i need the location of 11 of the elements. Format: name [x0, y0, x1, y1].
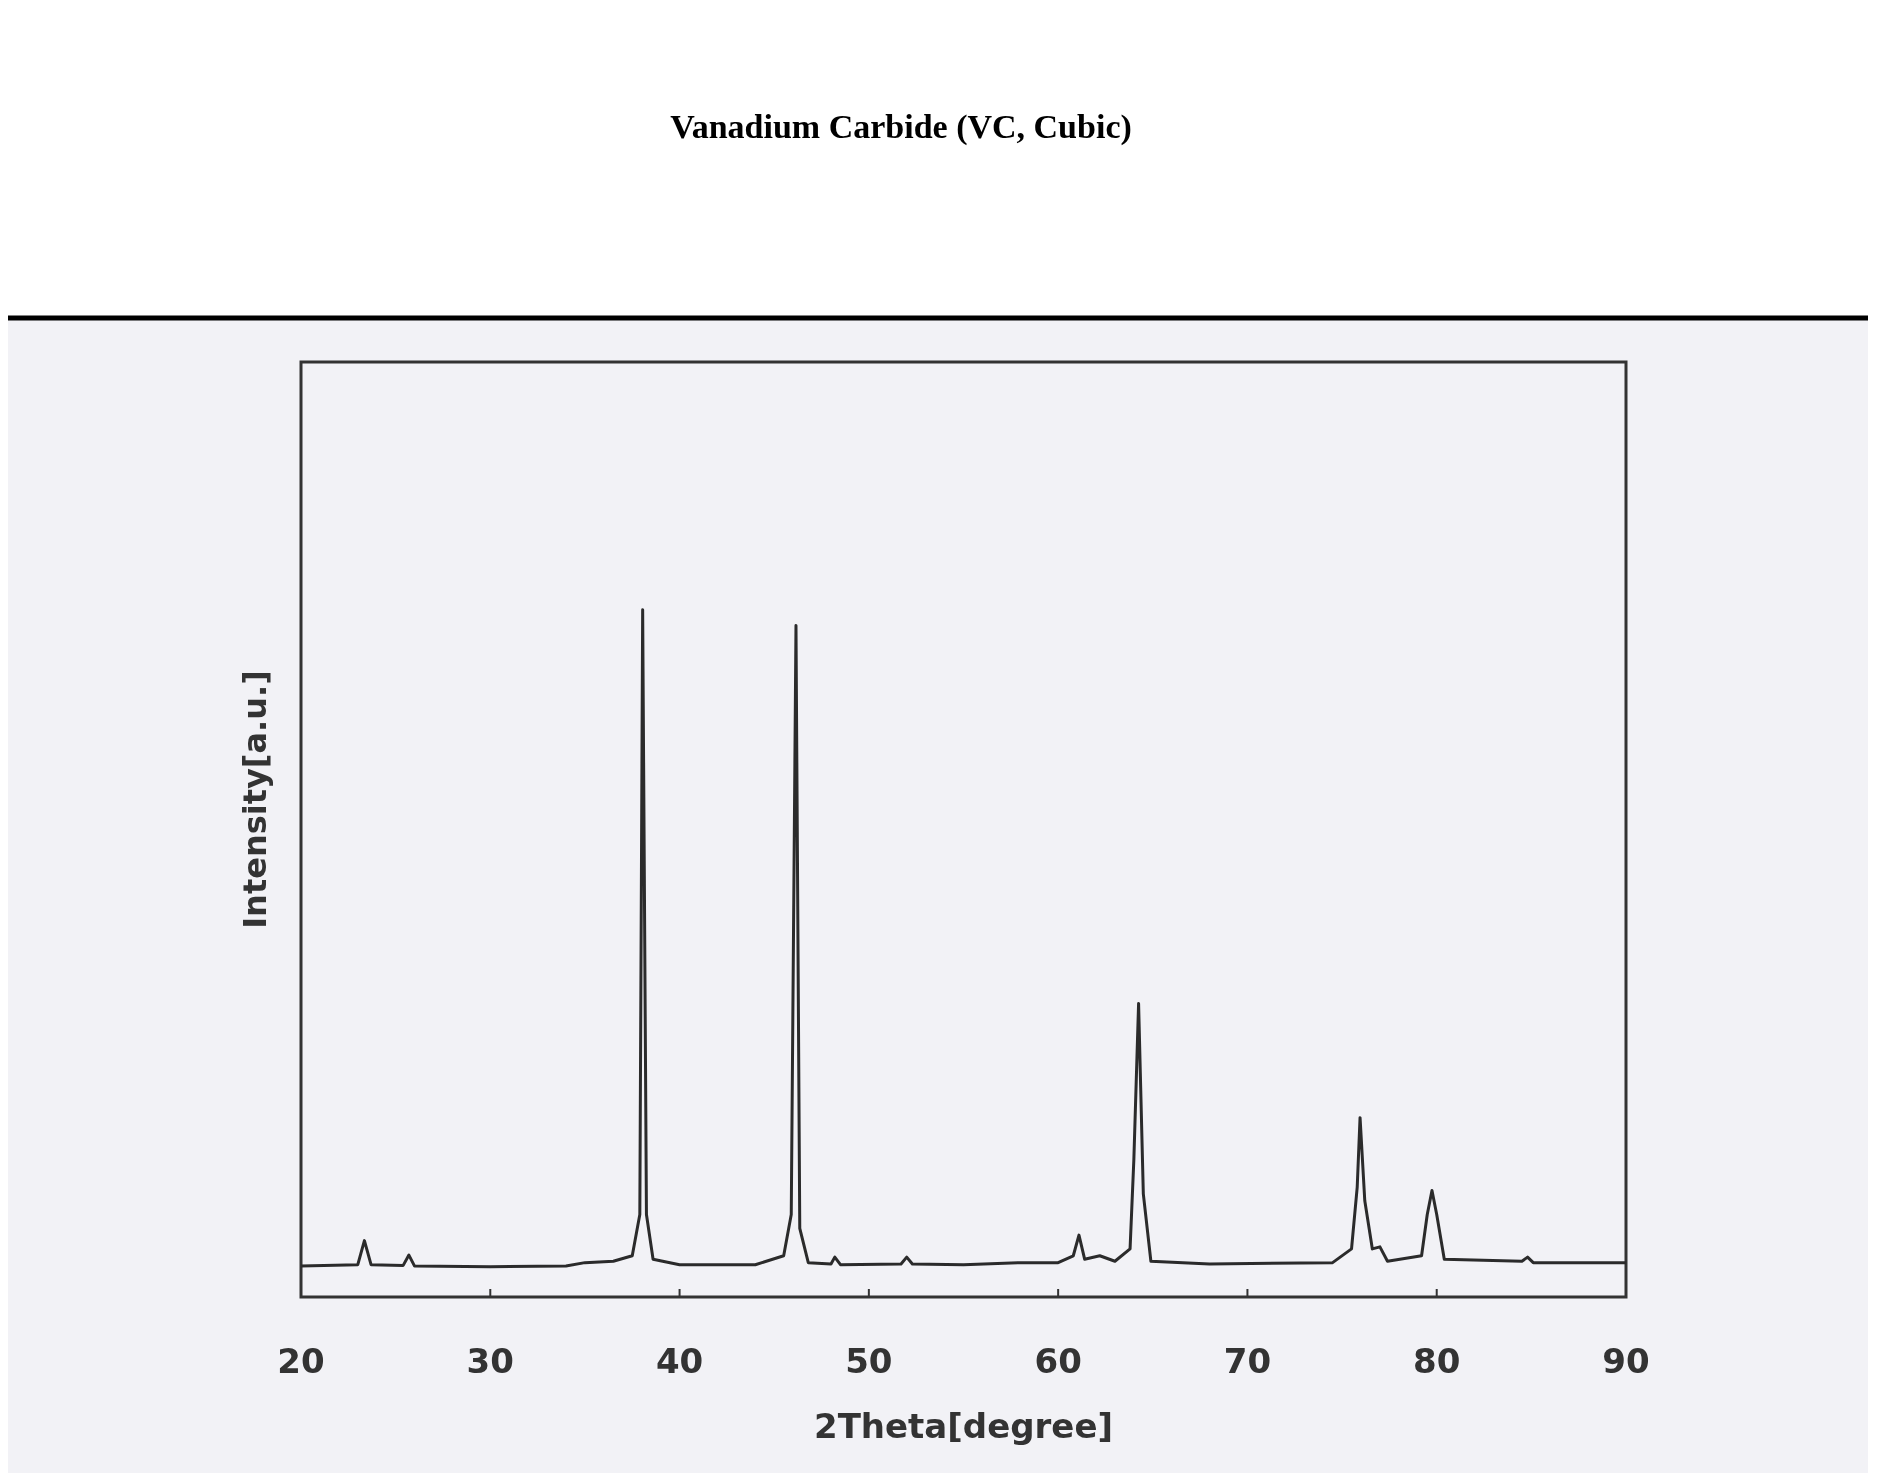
chart-title: Vanadium Carbide (VC, Cubic) — [670, 108, 1132, 146]
y-axis-title: Intensity[a.u.] — [236, 670, 274, 929]
x-tick-label: 60 — [1034, 1341, 1082, 1381]
x-tick-label: 50 — [845, 1341, 893, 1381]
x-tick-label: 90 — [1602, 1341, 1650, 1381]
x-tick-label: 70 — [1223, 1341, 1272, 1381]
x-tick-label: 20 — [277, 1341, 325, 1381]
x-tick-label: 80 — [1413, 1341, 1461, 1381]
x-tick-label: 30 — [466, 1341, 514, 1381]
x-tick-label: 40 — [655, 1341, 704, 1381]
x-axis-title: 2Theta[degree] — [813, 1406, 1114, 1446]
